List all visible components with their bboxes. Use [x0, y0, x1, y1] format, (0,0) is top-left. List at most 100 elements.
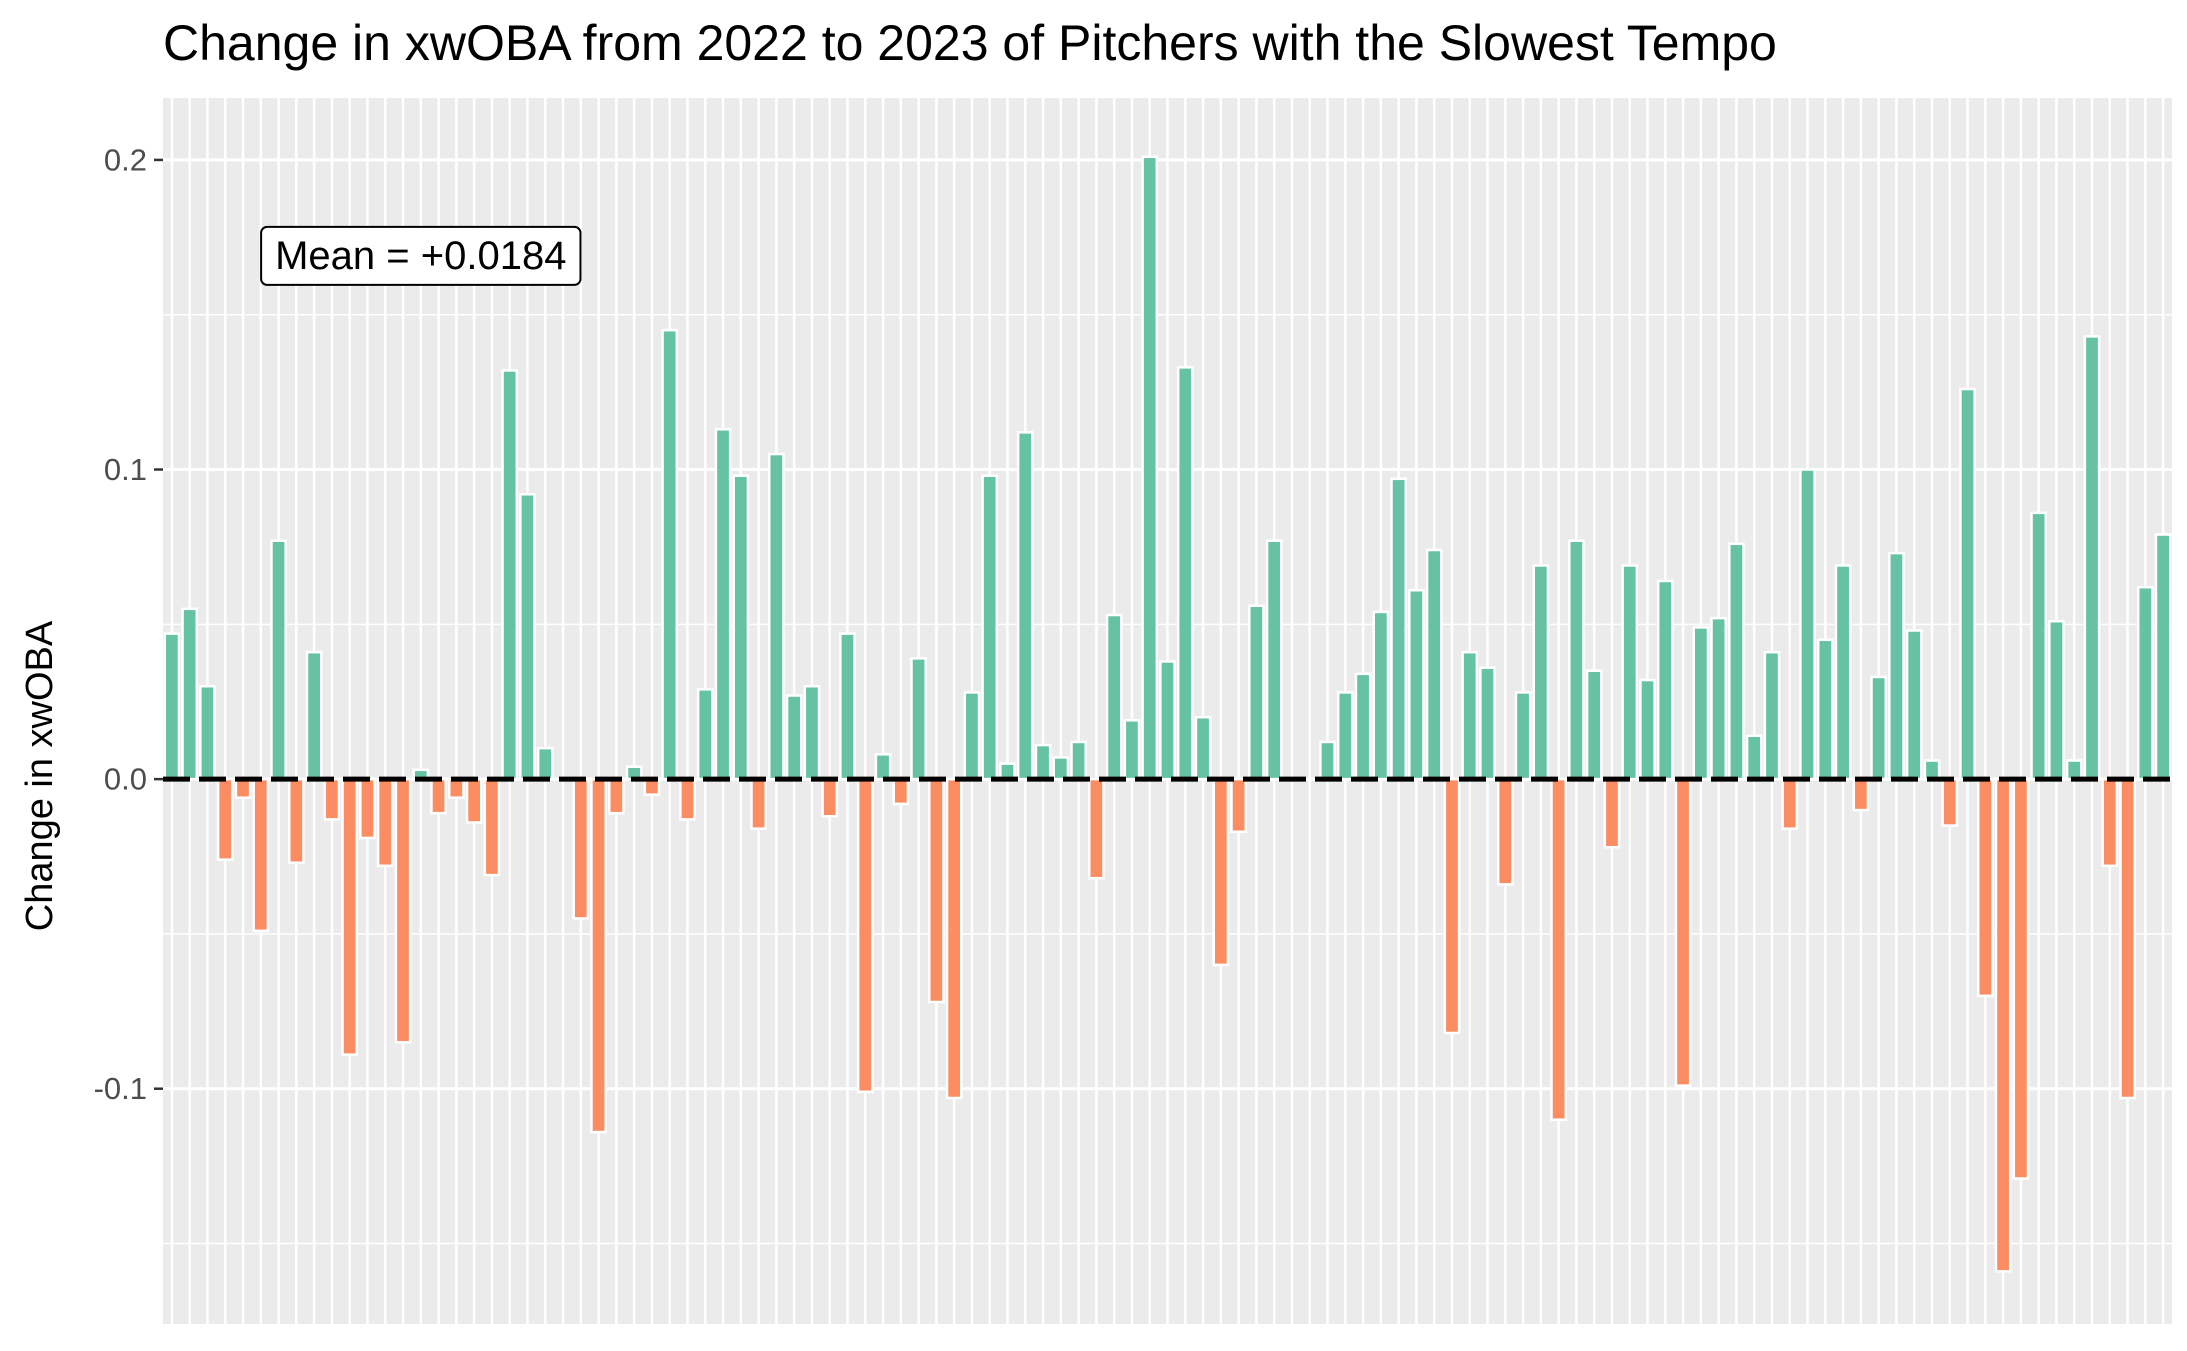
bar	[1230, 777, 1247, 833]
bar	[536, 746, 554, 781]
bar	[1692, 626, 1710, 781]
bar	[1888, 551, 1905, 781]
bar	[1923, 759, 1941, 781]
bar	[2030, 511, 2048, 781]
bar	[1941, 777, 1959, 827]
bar	[1354, 672, 1372, 781]
bar	[1550, 777, 1567, 1121]
bar	[803, 684, 821, 781]
bar	[928, 777, 945, 1004]
bar	[607, 777, 625, 815]
mean-annotation-box	[260, 225, 582, 286]
bar	[430, 777, 447, 815]
bar	[1728, 542, 1745, 781]
bar	[1799, 468, 1816, 781]
bar	[1532, 564, 1550, 781]
bar	[465, 777, 483, 824]
bar	[1408, 589, 1425, 781]
y-tick-label: 0.2	[104, 142, 147, 177]
bar	[2119, 777, 2136, 1100]
bar	[216, 777, 234, 861]
bar	[323, 777, 341, 821]
bar	[2083, 335, 2101, 781]
bar	[1372, 610, 1390, 781]
y-axis-title: Change in xwOBA	[19, 620, 61, 931]
bar	[359, 777, 376, 840]
bar	[1639, 678, 1656, 781]
bar	[1479, 666, 1496, 781]
bar	[1052, 756, 1070, 781]
bar	[1159, 660, 1176, 781]
bar	[1336, 691, 1354, 781]
bar	[394, 777, 412, 1044]
bar	[1088, 777, 1105, 880]
bar	[1852, 777, 1870, 812]
bar	[1763, 650, 1781, 781]
bar	[447, 777, 465, 799]
bar	[590, 777, 607, 1134]
bar	[839, 632, 856, 781]
bar	[1816, 638, 1834, 781]
bar	[732, 474, 750, 781]
y-axis: -0.1 0.0 0.1 0.2	[94, 142, 163, 1106]
bar	[661, 328, 679, 781]
bar	[163, 632, 181, 781]
bar	[1781, 777, 1799, 830]
bar	[305, 650, 323, 781]
bar	[750, 777, 767, 830]
bar	[1390, 477, 1407, 781]
bar	[2154, 533, 2172, 781]
bar	[270, 539, 287, 781]
bar	[2012, 777, 2030, 1180]
bar	[1976, 777, 1994, 998]
bar	[1745, 734, 1763, 781]
bar	[2136, 585, 2154, 781]
bar	[234, 777, 252, 799]
bar	[1176, 366, 1194, 781]
bar	[696, 688, 714, 781]
bar	[199, 684, 216, 781]
bar	[768, 452, 785, 781]
bar	[1656, 579, 1674, 781]
bar	[1568, 539, 1585, 781]
bar	[2048, 619, 2065, 781]
mean-annotation-label: Mean = +0.0184	[275, 234, 566, 278]
bar	[821, 777, 839, 818]
bar	[1621, 564, 1639, 781]
bar	[1834, 564, 1852, 781]
bar	[483, 777, 501, 877]
bar	[1194, 715, 1212, 781]
bar	[519, 493, 536, 781]
y-tick-label: -0.1	[94, 1071, 147, 1106]
bar	[1461, 650, 1479, 781]
bar	[1105, 613, 1123, 781]
bar	[341, 777, 359, 1056]
bar	[181, 607, 199, 781]
bar	[1248, 604, 1265, 781]
bar	[1959, 387, 1976, 781]
y-tick-label: 0.0	[104, 762, 147, 797]
bar	[1425, 548, 1443, 781]
bar	[1514, 691, 1532, 781]
chart-title: Change in xwOBA from 2022 to 2023 of Pit…	[163, 15, 1777, 71]
mean-annotation: Mean = +0.0184	[260, 225, 582, 286]
bar	[785, 694, 803, 781]
bar	[1265, 539, 1283, 781]
bar	[1674, 777, 1692, 1087]
bar	[874, 753, 892, 781]
bar	[679, 777, 696, 821]
bar	[981, 474, 999, 781]
bar	[910, 657, 927, 781]
bar	[1212, 777, 1230, 967]
bar	[1016, 431, 1034, 781]
bar	[501, 369, 519, 781]
bar	[856, 777, 874, 1094]
bar	[1710, 616, 1728, 781]
y-tick-label: 0.1	[104, 452, 147, 487]
bar	[1496, 777, 1514, 886]
bar	[287, 777, 305, 864]
bar	[1603, 777, 1621, 849]
bar	[1443, 777, 1461, 1035]
bar	[1994, 777, 2012, 1273]
